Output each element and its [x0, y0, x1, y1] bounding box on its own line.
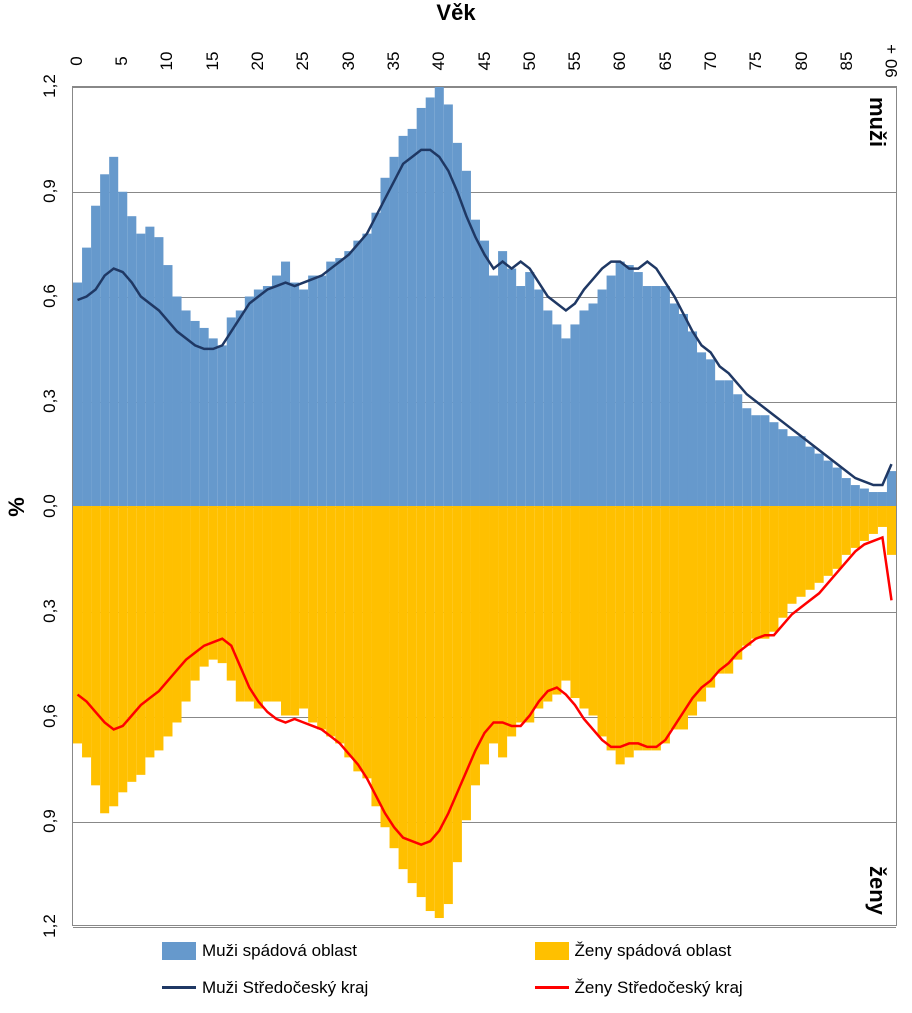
y-axis-title: % [4, 497, 30, 517]
x-tick-label: 45 [475, 52, 495, 71]
x-tick-label: 5 [112, 56, 132, 65]
legend: Muži spádová oblast Ženy spádová oblast Mu… [72, 932, 897, 1006]
y-axis-ticks: 1,20,90,60,30,00,30,60,91,2 [30, 86, 70, 926]
lines-layer [73, 87, 896, 925]
y-tick-label: 0,6 [40, 284, 60, 308]
legend-label: Ženy spádová oblast [575, 941, 732, 961]
x-axis-ticks: 051015202530354045505560657075808590 + [72, 36, 897, 86]
x-tick-label: 0 [67, 56, 87, 65]
x-axis-title: Věk [0, 0, 912, 26]
x-tick-label: 75 [746, 52, 766, 71]
x-tick-label: 65 [656, 52, 676, 71]
x-tick-label: 10 [157, 52, 177, 71]
y-tick-label: 0,6 [40, 704, 60, 728]
x-tick-label: 35 [384, 52, 404, 71]
x-tick-label: 90 + [882, 44, 902, 78]
x-tick-label: 20 [248, 52, 268, 71]
legend-item: Ženy Středočeský kraj [535, 978, 888, 998]
x-tick-label: 30 [339, 52, 359, 71]
y-tick-label: 1,2 [40, 914, 60, 938]
legend-item: Muži spádová oblast [162, 941, 515, 961]
y-tick-label: 0,9 [40, 179, 60, 203]
x-tick-label: 60 [610, 52, 630, 71]
y-tick-label: 1,2 [40, 74, 60, 98]
x-tick-label: 25 [293, 52, 313, 71]
x-tick-label: 55 [565, 52, 585, 71]
legend-label: Muži Středočeský kraj [202, 978, 368, 998]
y-tick-label: 0,9 [40, 809, 60, 833]
legend-swatch-line [535, 986, 569, 989]
x-tick-label: 40 [429, 52, 449, 71]
y-tick-label: 0,3 [40, 389, 60, 413]
label-women: ženy [864, 866, 890, 915]
x-tick-label: 85 [837, 52, 857, 71]
x-tick-label: 15 [203, 52, 223, 71]
x-tick-label: 70 [701, 52, 721, 71]
legend-label: Ženy Středočeský kraj [575, 978, 743, 998]
x-tick-label: 80 [792, 52, 812, 71]
y-tick-label: 0,3 [40, 599, 60, 623]
legend-item: Muži Středočeský kraj [162, 978, 515, 998]
legend-label: Muži spádová oblast [202, 941, 357, 961]
legend-item: Ženy spádová oblast [535, 941, 888, 961]
legend-swatch-box [535, 942, 569, 960]
legend-swatch-line [162, 986, 196, 989]
plot-area: muži ženy [72, 86, 897, 926]
x-tick-label: 50 [520, 52, 540, 71]
gridline [73, 927, 896, 928]
population-pyramid-chart: Věk % 0 5 10 15 20 25 30 35 40 45 50 55 60 65 70 75 80 85… [0, 0, 912, 1013]
label-men: muži [864, 97, 890, 147]
y-tick-label: 0,0 [40, 494, 60, 518]
series-line [78, 537, 892, 844]
legend-swatch-box [162, 942, 196, 960]
series-line [78, 150, 892, 485]
